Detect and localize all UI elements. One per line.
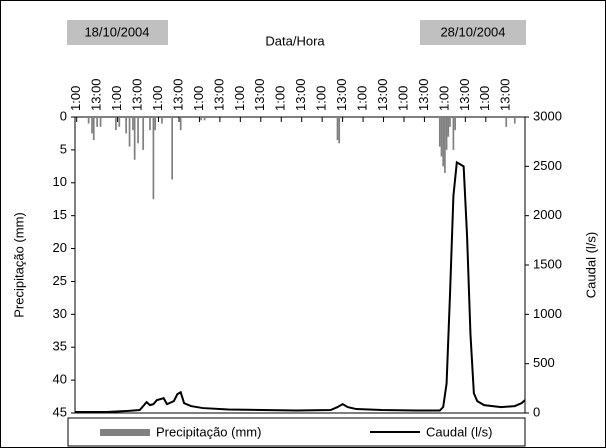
precip-bar: [447, 117, 450, 137]
precip-bar: [125, 117, 127, 134]
precip-bar: [442, 117, 445, 167]
x-tick-label: 1:00: [355, 86, 370, 111]
x-tick-label: 1:00: [232, 86, 247, 111]
precip-bar: [203, 117, 206, 121]
y2-tick-label: 2000: [533, 207, 562, 222]
y2-tick-label: 0: [533, 404, 540, 419]
x-tick-label: 1:00: [273, 86, 288, 111]
x-tick-label: 1:00: [109, 86, 124, 111]
y-tick-label: 45: [53, 404, 67, 419]
y2-tick-label: 2500: [533, 158, 562, 173]
precip-bar: [87, 117, 90, 124]
legend-swatch: [100, 429, 150, 436]
x-tick-label: 13:00: [170, 78, 185, 111]
precip-bar: [445, 117, 448, 150]
x-tick-label: 1:00: [68, 86, 83, 111]
x-tick-label: 1:00: [314, 86, 329, 111]
precip-bar: [128, 117, 131, 147]
precip-bar: [115, 117, 117, 131]
precip-bar: [142, 117, 145, 150]
precip-bar: [132, 117, 134, 131]
date-annotation: 28/10/2004: [440, 24, 505, 39]
precip-bar: [336, 117, 339, 141]
y2-tick-label: 500: [533, 355, 555, 370]
precip-bar: [92, 117, 95, 141]
precip-bar: [449, 117, 451, 127]
date-box: [67, 20, 168, 45]
y-tick-label: 15: [53, 207, 67, 222]
y2-tick-label: 1000: [533, 306, 562, 321]
x-tick-label: 13:00: [89, 78, 104, 111]
precip-bar: [133, 117, 136, 160]
y-tick-label: 5: [60, 141, 67, 156]
x-tick-label: 13:00: [457, 78, 472, 111]
precip-bar: [338, 117, 341, 144]
precip-bar: [179, 117, 182, 131]
legend-label: Precipitação (mm): [156, 424, 261, 439]
x-axis-title: Data/Hora: [265, 33, 325, 48]
y2-tick-label: 1500: [533, 256, 562, 271]
precip-bar: [444, 117, 446, 173]
precip-bar: [118, 117, 121, 127]
y-tick-label: 30: [53, 306, 67, 321]
precip-bar: [171, 117, 174, 180]
precip-bar: [438, 117, 441, 147]
x-tick-label: 1:00: [395, 86, 410, 111]
x-tick-label: 13:00: [334, 78, 349, 111]
precip-bar: [200, 117, 202, 121]
x-tick-label: 1:00: [191, 86, 206, 111]
x-tick-label: 13:00: [375, 78, 390, 111]
y-tick-label: 0: [60, 108, 67, 123]
precip-bar: [161, 117, 163, 124]
x-tick-label: 13:00: [211, 78, 226, 111]
precip-bar: [154, 117, 156, 131]
date-box: [420, 20, 526, 45]
y-tick-label: 10: [53, 174, 67, 189]
x-tick-label: 1:00: [150, 86, 165, 111]
x-tick-label: 1:00: [436, 86, 451, 111]
x-tick-label: 13:00: [130, 78, 145, 111]
y2-axis-title: Caudal (l/s): [583, 232, 598, 298]
precip-bar: [505, 117, 508, 127]
precip-bar: [99, 117, 102, 127]
y-tick-label: 20: [53, 240, 67, 255]
precip-bar: [454, 117, 456, 131]
y-tick-label: 40: [53, 372, 67, 387]
precip-bar: [149, 117, 151, 131]
legend-label: Caudal (l/s): [426, 424, 492, 439]
x-tick-label: 13:00: [416, 78, 431, 111]
x-tick-label: 1:00: [477, 86, 492, 111]
discharge-line: [74, 160, 526, 414]
precip-bar: [96, 117, 99, 127]
x-tick-label: 13:00: [293, 78, 308, 111]
date-annotation: 18/10/2004: [84, 24, 149, 39]
precip-bar: [152, 117, 155, 200]
y-axis-title: Precipitação (mm): [11, 212, 26, 317]
precip-bar: [440, 117, 443, 157]
precip-bar: [91, 117, 93, 134]
x-tick-label: 13:00: [498, 78, 513, 111]
precip-bar: [452, 117, 455, 150]
precip-bar: [513, 117, 516, 124]
precip-bar: [137, 117, 139, 144]
x-tick-label: 13:00: [252, 78, 267, 111]
y2-tick-label: 3000: [533, 108, 562, 123]
y-tick-label: 25: [53, 273, 67, 288]
y-tick-label: 35: [53, 339, 67, 354]
